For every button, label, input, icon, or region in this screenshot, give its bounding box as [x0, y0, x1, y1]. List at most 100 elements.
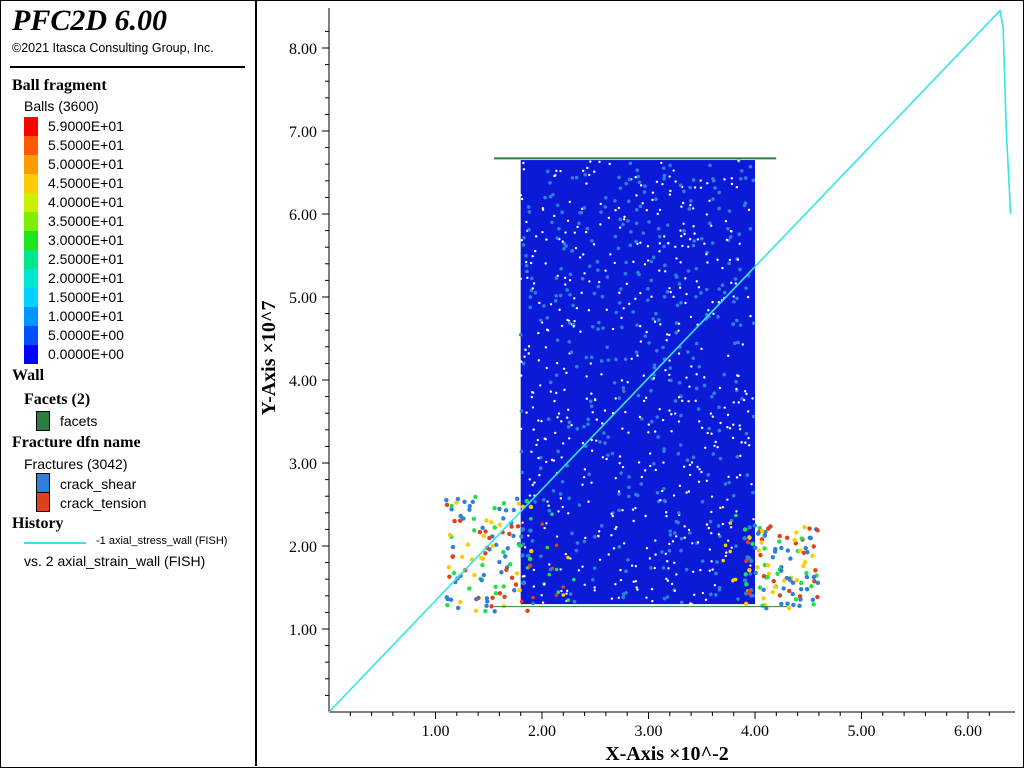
ball: [641, 202, 644, 205]
ball: [737, 401, 740, 404]
ball: [710, 532, 713, 535]
plot-canvas[interactable]: 1.00 2.00 3.00 4.00 5.00 6.00 1.00 2.00 3.00 4.00…: [257, 0, 1022, 766]
ball: [544, 437, 547, 441]
ball-fragment: [474, 596, 479, 602]
ball: [560, 324, 564, 328]
ball: [710, 241, 715, 245]
ball: [721, 505, 725, 509]
ball: [598, 160, 601, 164]
ball: [569, 350, 574, 355]
ball: [573, 231, 577, 234]
ball: [571, 303, 575, 308]
ball: [717, 587, 722, 592]
ball: [575, 426, 580, 431]
ball-fragment: [770, 554, 776, 560]
ball: [621, 508, 624, 512]
ball: [567, 339, 572, 344]
ball: [620, 325, 624, 330]
ball: [614, 397, 617, 400]
ball: [682, 189, 686, 194]
plot-area[interactable]: 1.00 2.00 3.00 4.00 5.00 6.00 1.00 2.00 3.00 4.00…: [257, 0, 1022, 766]
ball-fragment: [801, 563, 806, 569]
ball: [729, 526, 733, 529]
ball: [677, 322, 681, 325]
ball: [730, 177, 733, 180]
ball-fragment: [747, 525, 752, 530]
ball: [606, 435, 610, 439]
ball: [724, 554, 727, 558]
ball-fragment: [755, 531, 761, 536]
ball: [628, 302, 631, 306]
ball: [699, 236, 704, 241]
ball-fragment: [527, 563, 533, 568]
ball: [706, 431, 709, 435]
ball: [565, 589, 569, 593]
ball-fragment: [772, 584, 778, 590]
ball: [546, 500, 549, 503]
ball: [692, 225, 695, 228]
ball: [563, 388, 566, 392]
ball: [706, 261, 709, 264]
ball-fragment: [790, 580, 796, 586]
ball: [658, 269, 661, 272]
ball: [549, 303, 553, 306]
ball: [639, 184, 643, 187]
ball: [647, 423, 651, 426]
ball: [586, 166, 589, 170]
ball: [645, 330, 648, 334]
ball-fragment: [777, 533, 782, 539]
ball: [737, 232, 742, 236]
x-tick-label: 4.00: [741, 723, 769, 740]
ball: [703, 376, 706, 379]
ball: [593, 170, 596, 173]
ball: [662, 294, 667, 299]
ball: [638, 324, 642, 328]
ball: [577, 569, 581, 572]
ball: [570, 423, 573, 427]
ball: [637, 461, 641, 464]
ball-fragment: [790, 591, 795, 597]
ball: [736, 340, 740, 345]
ball: [743, 176, 748, 180]
ball: [532, 568, 536, 572]
ball: [691, 455, 696, 460]
history-line-swatch: [24, 542, 86, 544]
ball: [644, 514, 647, 518]
ball: [654, 553, 657, 556]
ball: [596, 534, 600, 538]
ball: [559, 169, 562, 173]
ball: [547, 572, 552, 577]
ball: [546, 417, 551, 421]
ball-fragment: [762, 533, 768, 538]
ball-fragment: [815, 594, 820, 600]
ball: [730, 230, 733, 233]
ball-fragment: [484, 518, 489, 523]
ball: [520, 197, 524, 201]
ball: [570, 176, 575, 180]
ball: [704, 598, 708, 602]
ball: [732, 299, 736, 304]
ball: [621, 222, 625, 227]
ball: [545, 460, 548, 464]
ball: [587, 264, 592, 269]
ball: [539, 384, 542, 387]
ball: [521, 361, 526, 366]
ball-fragment: [742, 527, 748, 532]
ball-fragment: [812, 579, 817, 584]
ball: [652, 365, 657, 370]
ball: [531, 406, 535, 409]
ball: [684, 567, 689, 572]
ball: [558, 492, 563, 496]
ball: [593, 586, 596, 589]
scale-row: 0.0000E+00: [24, 345, 224, 364]
ball-fragment: [492, 525, 497, 530]
ball: [544, 346, 548, 349]
ball-fragment: [514, 496, 520, 501]
ball: [636, 242, 639, 246]
ball: [606, 358, 611, 362]
ball-fragment: [444, 502, 450, 507]
ball: [710, 495, 714, 498]
ball-fragment: [501, 516, 506, 521]
ball: [692, 207, 695, 210]
ball: [636, 174, 640, 179]
